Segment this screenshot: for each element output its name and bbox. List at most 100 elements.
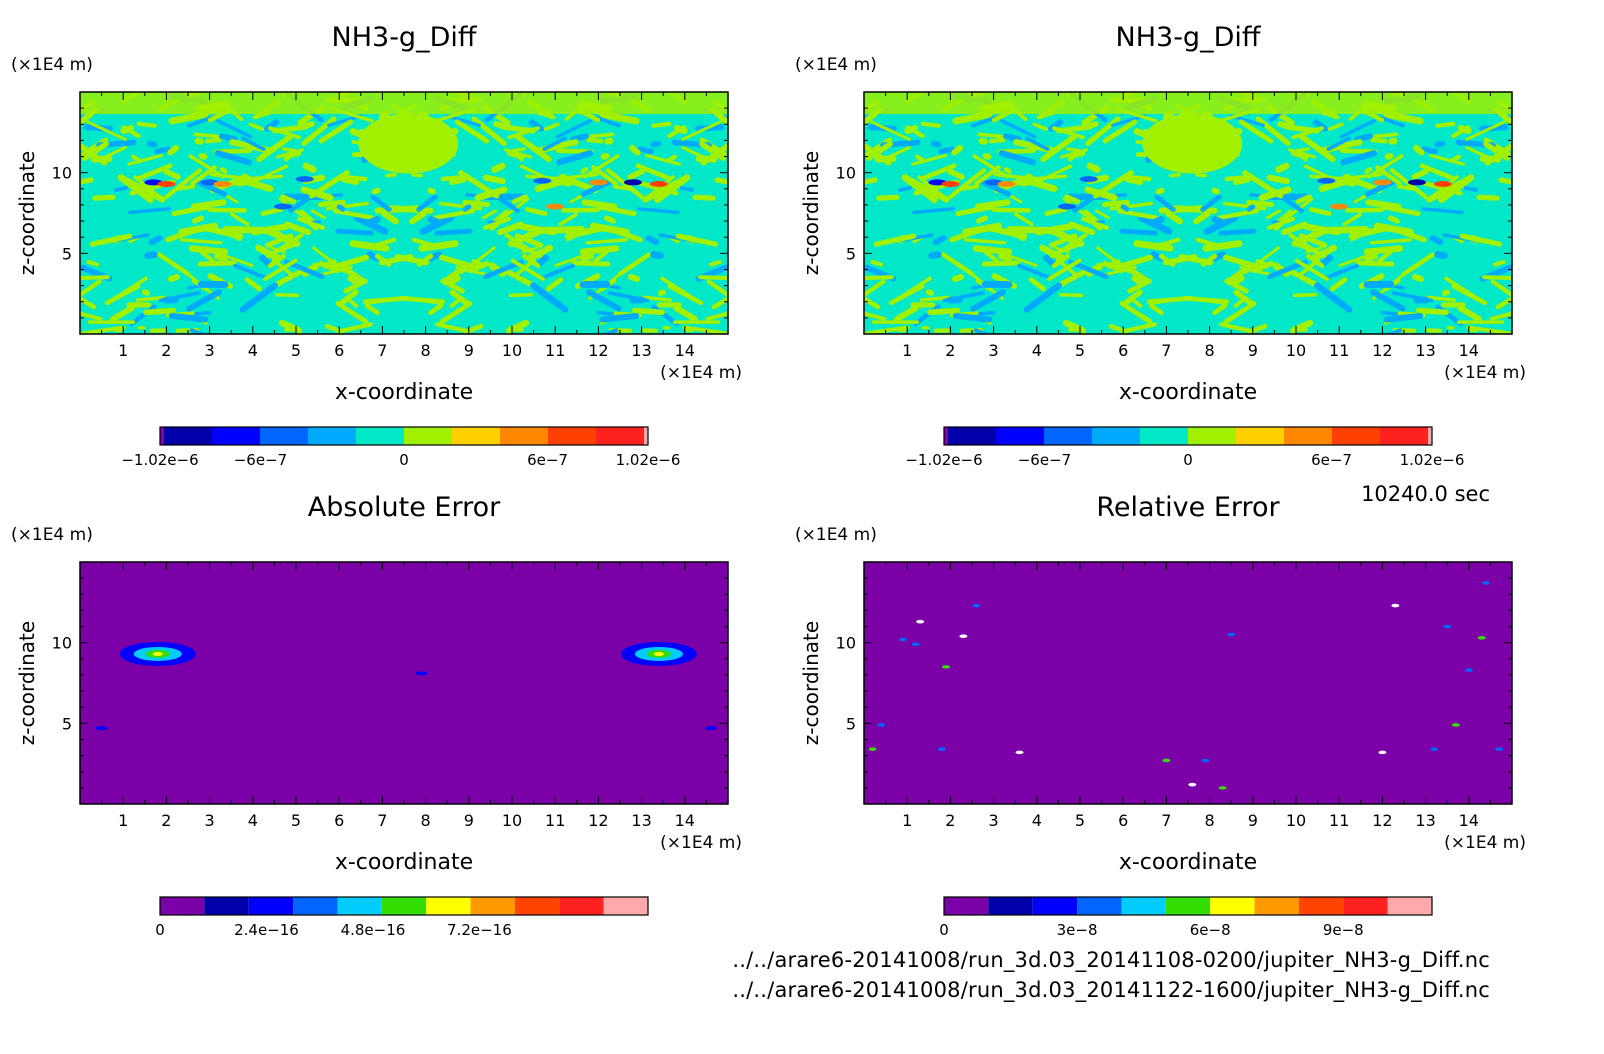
- field-stripe: [558, 212, 579, 227]
- field-stripe: [1195, 173, 1208, 178]
- colorbar-tick-label: 2.4e−16: [234, 921, 299, 939]
- field-stripe: [135, 163, 173, 182]
- field-stripe: [87, 320, 136, 324]
- field-stripe: [1495, 295, 1512, 310]
- field-stripe: [864, 310, 887, 321]
- colorbar-swatch: [160, 427, 164, 445]
- field-stripe: [148, 235, 163, 246]
- field-stripe: [371, 187, 381, 195]
- field-stripe: [190, 165, 217, 186]
- field-band: [80, 92, 728, 114]
- field-stripe: [1383, 328, 1403, 334]
- x-tick-label: 2: [161, 341, 171, 360]
- colorbar-swatch: [308, 427, 356, 445]
- field-stripe: [1482, 275, 1512, 281]
- field-stripe: [1223, 301, 1257, 325]
- error-blob: [704, 726, 717, 731]
- error-dot: [1201, 758, 1210, 763]
- field-stripe: [1345, 207, 1385, 213]
- heatmap-field: [80, 92, 728, 334]
- error-dot: [1477, 636, 1486, 640]
- field-stripe: [233, 263, 269, 280]
- field-stripe: [337, 289, 359, 307]
- field-stripe: [135, 295, 168, 302]
- field-stripe: [1016, 234, 1027, 242]
- field-stripe: [1266, 216, 1296, 231]
- field-stripe: [563, 172, 599, 180]
- x-tick-label: 4: [1032, 341, 1042, 360]
- field-stripe: [1348, 224, 1391, 240]
- field-stripe: [991, 207, 1031, 213]
- field-stripe: [214, 252, 229, 262]
- field-stripe: [931, 140, 942, 148]
- y-tick-label: 5: [846, 714, 856, 733]
- field-stripe: [1429, 235, 1444, 246]
- colorbar-swatch: [596, 427, 644, 445]
- field-stripe: [449, 298, 461, 308]
- x-tick-label: 3: [205, 341, 215, 360]
- x-tick-label: 11: [1329, 341, 1349, 360]
- field-stripe: [147, 140, 158, 148]
- field-stripe: [156, 252, 191, 277]
- x-tick-label: 4: [248, 811, 258, 830]
- colorbar-tick-label: −1.02e−6: [121, 451, 198, 469]
- field-stripe: [985, 224, 1028, 240]
- field-stripe: [440, 174, 470, 182]
- x-tick-label: 11: [1329, 811, 1349, 830]
- field-stripe: [645, 235, 660, 246]
- field-stripe: [650, 251, 664, 260]
- field-stripe: [162, 296, 179, 304]
- field-stripe: [1085, 116, 1121, 147]
- field-stripe: [521, 246, 539, 254]
- field-stripe: [199, 250, 215, 263]
- field-stripe: [873, 233, 917, 247]
- field-stripe: [948, 168, 987, 200]
- field-stripe: [893, 304, 920, 323]
- colorbar-tick-label: 0: [155, 921, 165, 939]
- field-stripe: [1202, 240, 1243, 252]
- field-stripe: [142, 307, 176, 316]
- colorbar-tick-label: 4.8e−16: [341, 921, 406, 939]
- field-stripe: [1342, 212, 1363, 227]
- field-stripe: [874, 155, 897, 163]
- field-stripe: [180, 238, 223, 245]
- field-stripe: [219, 167, 228, 174]
- field-feature: [295, 176, 314, 183]
- x-tick-label: 9: [464, 341, 474, 360]
- field-stripe: [1295, 194, 1312, 205]
- error-dot: [1218, 786, 1227, 790]
- field-stripe: [1224, 174, 1254, 182]
- field-stripe: [1131, 275, 1145, 286]
- field-stripe: [864, 275, 894, 281]
- colorbar-swatch: [988, 897, 1033, 915]
- colorbar-swatch: [944, 897, 989, 915]
- field-stripe: [1291, 126, 1324, 140]
- error-dot: [1495, 747, 1504, 751]
- field-stripe: [1058, 292, 1084, 298]
- field-stripe: [632, 179, 679, 196]
- field-stripe: [171, 204, 211, 217]
- field-stripe: [1120, 204, 1130, 212]
- colorbar-swatch: [644, 427, 648, 445]
- field-stripe: [1412, 144, 1425, 156]
- field-stripe: [1266, 209, 1282, 220]
- field-stripe: [399, 295, 443, 305]
- field-stripe: [510, 258, 545, 281]
- field-stripe: [136, 121, 157, 128]
- time-label: 10240.0 sec: [1361, 482, 1490, 506]
- colorbar-swatch: [426, 897, 471, 915]
- field-stripe: [268, 126, 301, 140]
- field-stripe: [695, 155, 718, 163]
- colorbar-swatch: [1121, 897, 1166, 915]
- field-stripe: [492, 209, 509, 225]
- field-stripe: [679, 185, 695, 192]
- error-dot: [1464, 668, 1473, 672]
- field-stripe: [1467, 328, 1479, 333]
- field-stripe: [637, 146, 654, 155]
- field-stripe: [1183, 295, 1227, 305]
- field-stripe: [241, 136, 266, 151]
- x-axis-label: x-coordinate: [1119, 850, 1257, 875]
- x-tick-label: 7: [1161, 341, 1171, 360]
- field-stripe: [1023, 282, 1062, 313]
